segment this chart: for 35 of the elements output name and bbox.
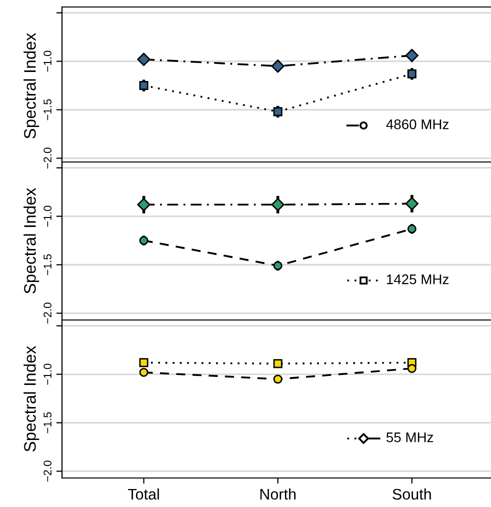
point bbox=[273, 359, 282, 368]
x-tick-label: South bbox=[392, 488, 431, 500]
annotation: 1425 MHz bbox=[386, 274, 449, 284]
y-axis-title: Spectral Index bbox=[24, 346, 40, 452]
point bbox=[139, 358, 148, 368]
y-tick-label: −1.0 bbox=[44, 206, 52, 227]
annotation: 4860 MHz bbox=[386, 119, 449, 130]
y-tick-label: −1.5 bbox=[44, 99, 52, 120]
point bbox=[407, 364, 416, 373]
x-tick-label: North bbox=[260, 488, 296, 500]
annotation: 55 MHz bbox=[386, 432, 434, 442]
y-tick-label: −2.0 bbox=[44, 148, 52, 169]
point bbox=[405, 197, 418, 210]
point bbox=[271, 198, 284, 212]
point bbox=[273, 374, 282, 384]
y-axis-title: Spectral Index bbox=[24, 188, 40, 294]
y-tick-label: −2.0 bbox=[44, 460, 52, 482]
point bbox=[407, 69, 416, 78]
y-tick-label: −1.0 bbox=[44, 50, 52, 72]
x-tick-label: Total bbox=[128, 488, 159, 500]
point bbox=[407, 224, 416, 234]
point bbox=[405, 48, 418, 62]
y-tick-label: −2.0 bbox=[44, 302, 52, 324]
y-tick-label: −1.5 bbox=[44, 412, 52, 434]
point bbox=[273, 261, 282, 270]
point bbox=[139, 368, 148, 377]
y-axis-title: Spectral Index bbox=[24, 32, 40, 139]
point bbox=[139, 236, 148, 246]
point bbox=[273, 107, 282, 116]
point bbox=[137, 198, 150, 212]
point bbox=[137, 52, 150, 66]
point bbox=[271, 60, 284, 73]
y-tick-label: −1.0 bbox=[44, 364, 52, 385]
y-tick-label: −1.5 bbox=[44, 254, 52, 276]
point bbox=[139, 81, 148, 90]
